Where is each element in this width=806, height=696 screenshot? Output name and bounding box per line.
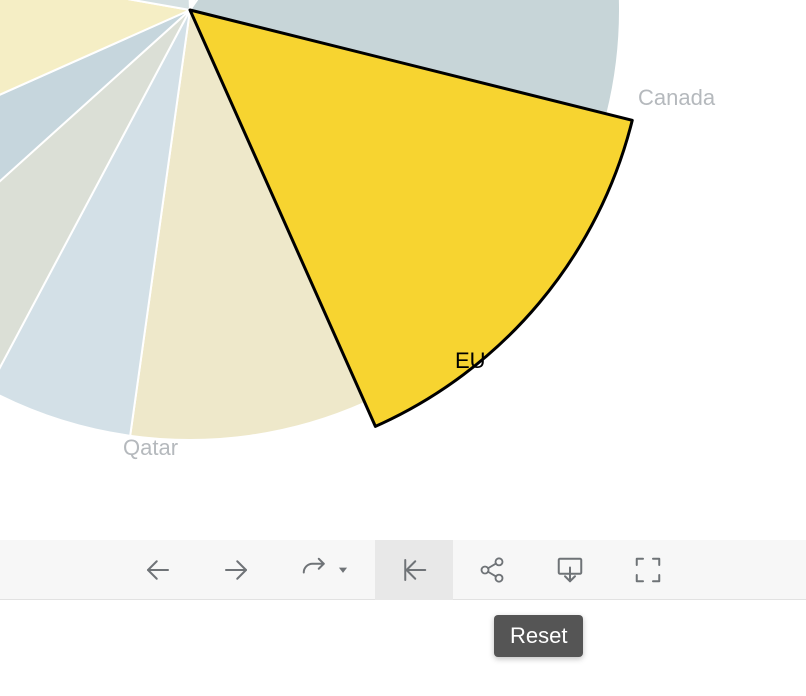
back-button[interactable]	[119, 540, 197, 600]
reset-button[interactable]	[375, 540, 453, 600]
redo-dropdown[interactable]	[275, 540, 375, 600]
tooltip-text: Reset	[510, 623, 567, 648]
forward-button[interactable]	[197, 540, 275, 600]
share-button[interactable]	[453, 540, 531, 600]
download-button[interactable]	[531, 540, 609, 600]
fullscreen-button[interactable]	[609, 540, 687, 600]
toolbar	[0, 540, 806, 600]
reset-tooltip: Reset	[494, 615, 583, 657]
pie-chart[interactable]: CanadaEUQatar	[0, 0, 806, 540]
